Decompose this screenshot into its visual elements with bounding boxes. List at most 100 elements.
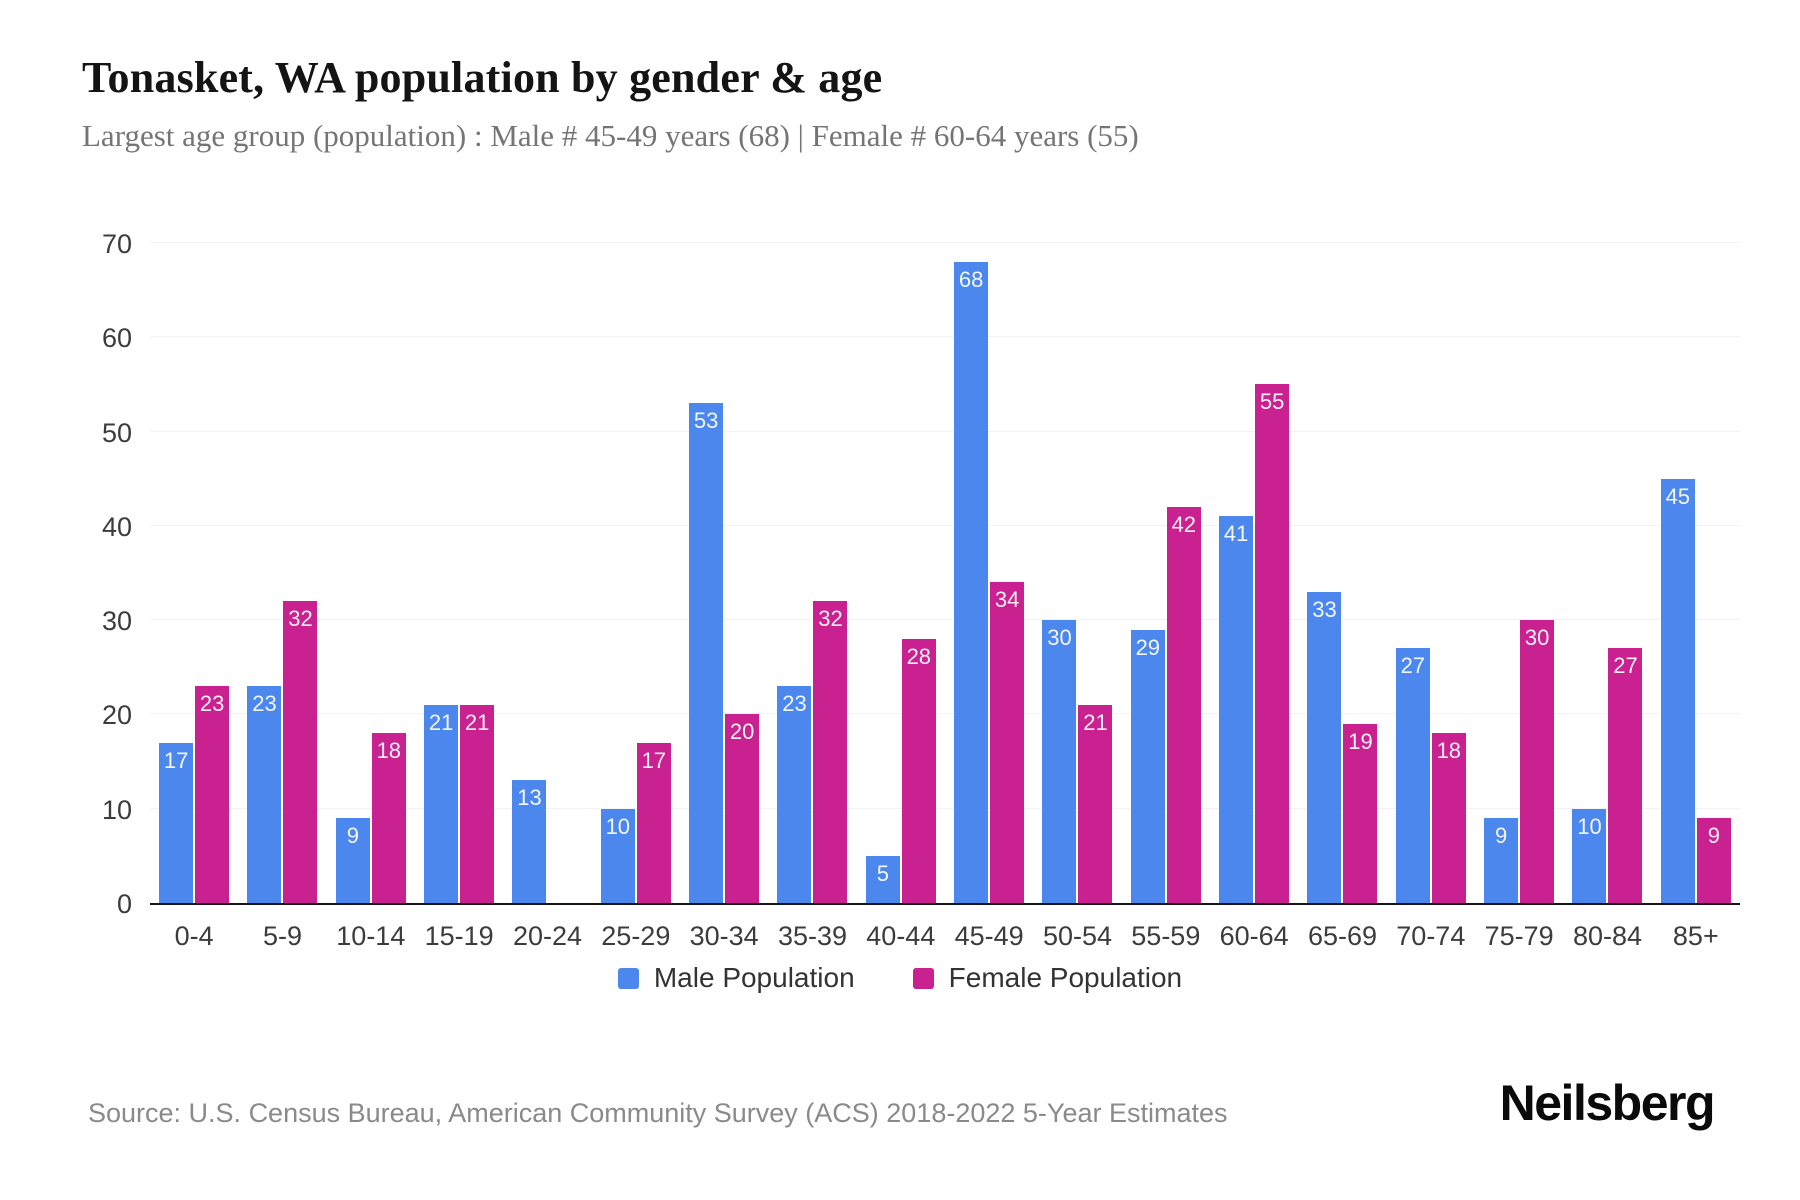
bar-group-70-74: 27 18 (1387, 245, 1475, 903)
x-axis: 0-4 5-9 10-14 15-19 20-24 25-29 30-34 35-39 40-4… (150, 921, 1740, 955)
page-subtitle: Largest age group (population) : Male # … (82, 118, 1139, 153)
bar-value-label: 9 (1707, 823, 1720, 849)
bar-value-label: 10 (1577, 813, 1602, 839)
bar-group-45-49: 68 34 (945, 245, 1033, 903)
bar-value-label: 53 (693, 408, 719, 434)
bar-group-25-29: 10 17 (592, 245, 680, 903)
bar-value-label: 32 (288, 606, 313, 632)
bar-group-40-44: 5 28 (857, 245, 945, 903)
bar-female-35-39[interactable]: 32 (813, 601, 848, 903)
female-swatch-icon (912, 967, 934, 989)
bar-group-15-19: 21 21 (415, 245, 503, 903)
bar-female-75-79[interactable]: 30 (1520, 620, 1555, 903)
x-tick-label: 65-69 (1307, 921, 1378, 951)
bar-male-50-54[interactable]: 30 (1042, 620, 1077, 903)
bar-male-65-69[interactable]: 33 (1307, 591, 1342, 903)
bar-group-0-4: 17 23 (150, 245, 238, 903)
bar-female-65-69[interactable]: 19 (1343, 723, 1378, 903)
bar-male-40-44[interactable]: 5 (865, 855, 900, 903)
bar-male-60-64[interactable]: 41 (1219, 516, 1254, 903)
bar-value-label: 18 (376, 738, 402, 764)
bar-female-60-64[interactable]: 55 (1255, 384, 1290, 903)
bar-male-35-39[interactable]: 23 (777, 686, 812, 903)
legend-item-male[interactable]: Male Population (617, 962, 855, 994)
bar-female-50-54[interactable]: 21 (1078, 705, 1113, 903)
bar-male-15-19[interactable]: 21 (424, 705, 459, 903)
bar-value-label: 23 (199, 691, 225, 717)
bar-value-label: 32 (818, 606, 843, 632)
bar-group-35-39: 23 32 (768, 245, 856, 903)
bar-value-label: 27 (1400, 653, 1426, 679)
gridline (150, 524, 1740, 526)
bar-value-label: 30 (1047, 625, 1072, 651)
x-tick-label: 85+ (1672, 921, 1719, 951)
bar-female-15-19[interactable]: 21 (460, 705, 495, 903)
x-tick-label: 5-9 (262, 921, 302, 951)
bar-value-label: 20 (729, 719, 755, 745)
bar-value-label: 42 (1171, 512, 1197, 537)
bar-male-30-34[interactable]: 53 (689, 403, 724, 903)
bar-male-70-74[interactable]: 27 (1395, 648, 1430, 903)
bar-male-75-79[interactable]: 9 (1484, 818, 1519, 903)
gridline (150, 336, 1740, 338)
x-tick-label: 25-29 (601, 921, 671, 951)
bar-male-20-24[interactable]: 13 (512, 780, 547, 903)
bar-group-75-79: 9 30 (1475, 245, 1563, 903)
x-tick-label: 70-74 (1396, 921, 1466, 951)
bar-value-label: 19 (1348, 728, 1373, 754)
bar-value-label: 45 (1665, 483, 1691, 509)
bar-female-30-34[interactable]: 20 (725, 714, 760, 903)
bar-female-85+[interactable]: 9 (1696, 818, 1731, 903)
y-tick-label: 40 (101, 511, 132, 542)
bar-male-10-14[interactable]: 9 (335, 818, 370, 903)
bar-male-0-4[interactable]: 17 (159, 742, 194, 903)
bar-value-label: 17 (641, 747, 667, 773)
gridline (150, 807, 1740, 809)
bar-female-0-4[interactable]: 23 (195, 686, 230, 903)
bar-male-5-9[interactable]: 23 (247, 686, 282, 903)
bar-value-label: 33 (1312, 596, 1337, 622)
bar-female-80-84[interactable]: 27 (1608, 648, 1643, 903)
bar-value-label: 9 (346, 823, 359, 849)
bar-group-20-24: 13 (503, 245, 591, 903)
bar-group-50-54: 30 21 (1033, 245, 1121, 903)
bar-female-45-49[interactable]: 34 (990, 582, 1025, 903)
bar-value-label: 21 (1083, 710, 1108, 735)
bar-female-70-74[interactable]: 18 (1431, 733, 1466, 903)
bar-value-label: 9 (1495, 823, 1508, 849)
bar-value-label: 17 (163, 747, 189, 773)
bar-value-label: 55 (1259, 389, 1285, 415)
bar-male-25-29[interactable]: 10 (600, 808, 635, 903)
bar-value-label: 28 (906, 644, 932, 669)
y-tick-label: 70 (101, 229, 132, 259)
bar-value-label: 29 (1135, 634, 1161, 660)
bar-female-55-59[interactable]: 42 (1166, 507, 1201, 903)
x-tick-label: 0-4 (174, 921, 214, 951)
bar-value-label: 10 (605, 813, 631, 839)
x-tick-label: 15-19 (424, 921, 494, 951)
source-text: Source: U.S. Census Bureau, American Com… (88, 1098, 1228, 1128)
bar-female-5-9[interactable]: 32 (283, 601, 318, 903)
bar-value-label: 41 (1223, 521, 1249, 547)
plot-area: 17 23 23 32 9 18 21 21 13 10 17 53 20 23 32 5 28 68 34 30 21… (150, 242, 1740, 905)
y-tick-label: 60 (101, 323, 132, 354)
bar-male-55-59[interactable]: 29 (1130, 629, 1165, 903)
bar-group-60-64: 41 55 (1210, 245, 1298, 903)
gridline (150, 713, 1740, 715)
bar-group-80-84: 10 27 (1563, 245, 1651, 903)
legend-label-female: Female Population (948, 962, 1183, 993)
bar-female-25-29[interactable]: 17 (636, 742, 671, 903)
legend-label-male: Male Population (653, 962, 855, 993)
y-tick-label: 30 (101, 606, 132, 637)
bar-male-85+[interactable]: 45 (1660, 478, 1695, 903)
legend-item-female[interactable]: Female Population (912, 962, 1183, 994)
y-tick-label: 20 (101, 700, 132, 731)
bar-group-65-69: 33 19 (1298, 245, 1386, 903)
x-tick-label: 50-54 (1042, 921, 1113, 951)
bar-female-40-44[interactable]: 28 (901, 639, 936, 903)
bar-female-10-14[interactable]: 18 (371, 733, 406, 903)
bar-value-label: 21 (464, 710, 490, 735)
x-tick-label: 10-14 (336, 921, 406, 951)
bar-male-80-84[interactable]: 10 (1572, 808, 1607, 903)
bar-male-45-49[interactable]: 68 (954, 261, 989, 903)
